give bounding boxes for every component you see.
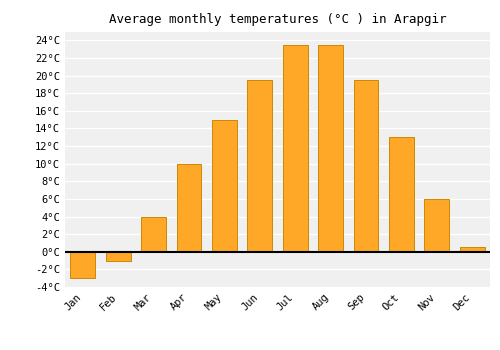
Bar [70,252,95,278]
Bar [176,164,202,252]
Bar [354,80,378,252]
Bar [424,199,450,252]
Title: Average monthly temperatures (°C ) in Arapgir: Average monthly temperatures (°C ) in Ar… [109,13,446,26]
Bar [106,252,130,260]
Bar [318,45,343,252]
Bar [460,247,484,252]
Bar [283,45,308,252]
Bar [389,137,414,252]
Bar [141,217,166,252]
Bar [212,120,237,252]
Bar [248,80,272,252]
